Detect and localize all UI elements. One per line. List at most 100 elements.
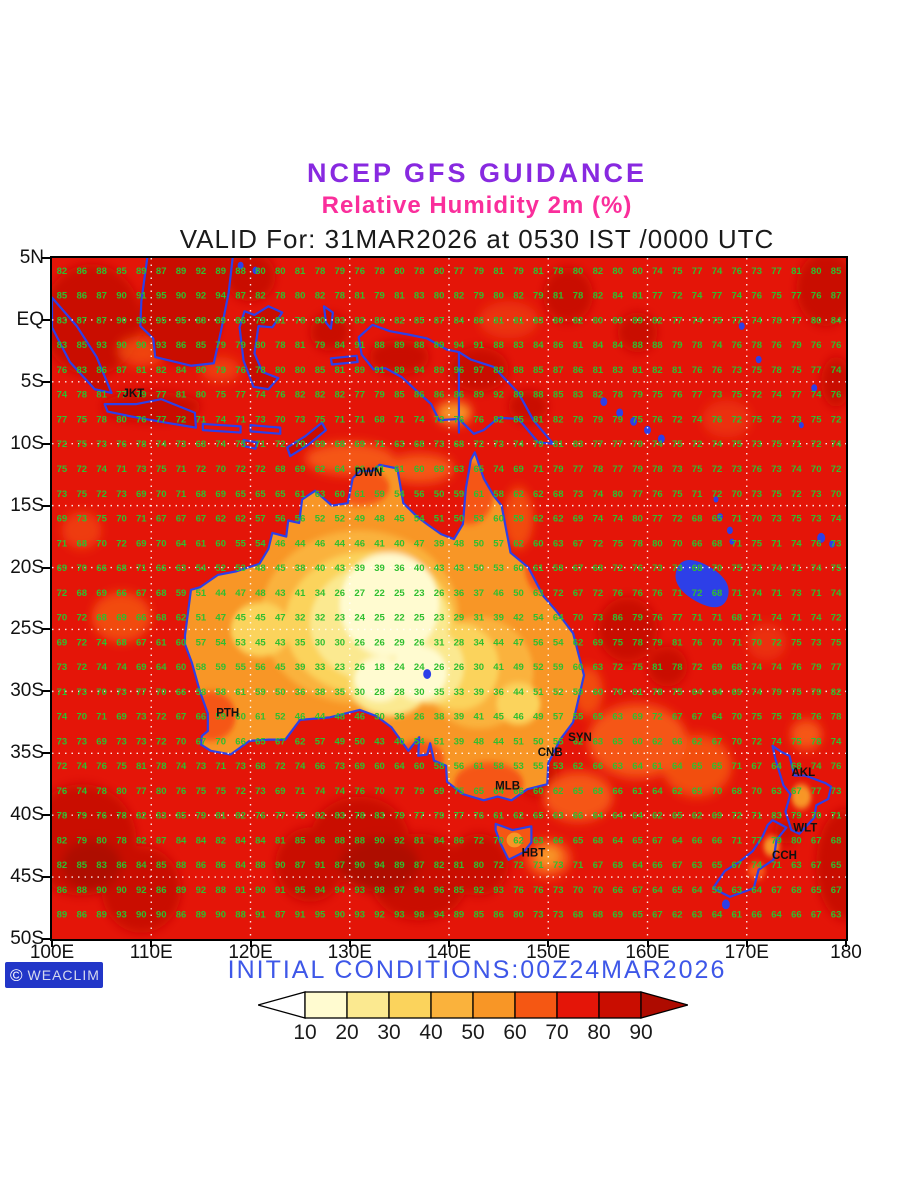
svg-text:84: 84	[434, 835, 445, 846]
svg-text:81: 81	[652, 662, 663, 673]
svg-text:41: 41	[474, 712, 485, 723]
svg-text:69: 69	[57, 514, 68, 525]
svg-text:77: 77	[791, 291, 802, 302]
svg-text:56: 56	[533, 637, 544, 648]
svg-text:63: 63	[692, 910, 703, 921]
lon-axis-label: 180	[830, 942, 862, 963]
svg-text:36: 36	[493, 687, 504, 698]
svg-text:65: 65	[573, 786, 584, 797]
svg-text:69: 69	[136, 662, 147, 673]
svg-text:57: 57	[255, 514, 266, 525]
svg-text:74: 74	[57, 390, 68, 401]
svg-text:59: 59	[255, 687, 266, 698]
svg-text:86: 86	[77, 291, 88, 302]
svg-text:73: 73	[553, 860, 564, 871]
svg-text:79: 79	[335, 266, 346, 277]
svg-text:80: 80	[474, 860, 485, 871]
svg-text:73: 73	[732, 464, 743, 475]
svg-text:65: 65	[255, 736, 266, 747]
svg-text:74: 74	[751, 588, 762, 599]
svg-text:95: 95	[156, 315, 167, 326]
svg-text:75: 75	[77, 489, 88, 500]
svg-text:69: 69	[354, 761, 365, 772]
svg-text:60: 60	[533, 786, 544, 797]
svg-text:80: 80	[811, 266, 822, 277]
svg-text:82: 82	[434, 860, 445, 871]
svg-text:68: 68	[374, 415, 385, 426]
svg-text:75: 75	[632, 415, 643, 426]
svg-text:26: 26	[434, 588, 445, 599]
svg-text:78: 78	[573, 291, 584, 302]
svg-text:59: 59	[374, 489, 385, 500]
svg-text:78: 78	[593, 464, 604, 475]
svg-text:63: 63	[831, 910, 842, 921]
svg-text:62: 62	[295, 736, 306, 747]
svg-text:79: 79	[632, 439, 643, 450]
svg-text:75: 75	[215, 390, 226, 401]
svg-text:93: 93	[493, 885, 504, 896]
svg-text:84: 84	[612, 340, 623, 351]
svg-text:91: 91	[275, 885, 286, 896]
svg-text:98: 98	[374, 885, 385, 896]
svg-text:64: 64	[692, 687, 703, 698]
svg-text:54: 54	[414, 514, 425, 525]
svg-text:75: 75	[315, 415, 326, 426]
svg-text:75: 75	[215, 786, 226, 797]
svg-text:75: 75	[116, 761, 127, 772]
svg-text:81: 81	[632, 687, 643, 698]
svg-text:72: 72	[831, 464, 842, 475]
svg-text:79: 79	[136, 390, 147, 401]
svg-text:70: 70	[116, 514, 127, 525]
svg-text:82: 82	[255, 291, 266, 302]
svg-text:60: 60	[374, 761, 385, 772]
svg-text:81: 81	[493, 315, 504, 326]
svg-text:26: 26	[335, 588, 346, 599]
svg-text:90: 90	[116, 885, 127, 896]
svg-text:74: 74	[652, 266, 663, 277]
svg-text:30: 30	[335, 637, 346, 648]
svg-text:69: 69	[275, 786, 286, 797]
svg-text:71: 71	[533, 464, 544, 475]
svg-text:77: 77	[612, 464, 623, 475]
svg-text:92: 92	[474, 885, 485, 896]
svg-text:73: 73	[255, 415, 266, 426]
svg-text:77: 77	[771, 266, 782, 277]
svg-text:90: 90	[374, 835, 385, 846]
svg-text:82: 82	[513, 291, 524, 302]
lon-axis-tick	[348, 939, 351, 947]
svg-text:74: 74	[593, 514, 604, 525]
svg-text:67: 67	[156, 514, 167, 525]
svg-text:82: 82	[315, 811, 326, 822]
svg-text:71: 71	[57, 687, 68, 698]
svg-text:88: 88	[77, 885, 88, 896]
svg-text:73: 73	[751, 489, 762, 500]
svg-text:85: 85	[176, 811, 187, 822]
svg-text:60: 60	[573, 662, 584, 673]
svg-text:77: 77	[454, 811, 465, 822]
svg-text:58: 58	[493, 489, 504, 500]
svg-text:82: 82	[593, 266, 604, 277]
svg-text:95: 95	[295, 885, 306, 896]
svg-text:68: 68	[196, 439, 207, 450]
svg-text:73: 73	[811, 489, 822, 500]
svg-text:83: 83	[573, 390, 584, 401]
svg-text:79: 79	[215, 340, 226, 351]
svg-text:50: 50	[434, 489, 445, 500]
svg-text:69: 69	[57, 637, 68, 648]
lat-axis-tick	[42, 690, 50, 693]
svg-text:72: 72	[176, 415, 187, 426]
svg-text:79: 79	[434, 811, 445, 822]
svg-text:73: 73	[196, 761, 207, 772]
svg-text:72: 72	[692, 662, 703, 673]
svg-text:69: 69	[116, 613, 127, 624]
svg-text:83: 83	[335, 315, 346, 326]
svg-text:33: 33	[315, 662, 326, 673]
svg-text:36: 36	[394, 563, 405, 574]
svg-text:35: 35	[295, 637, 306, 648]
svg-text:90: 90	[215, 910, 226, 921]
svg-text:63: 63	[791, 860, 802, 871]
svg-text:66: 66	[712, 835, 723, 846]
svg-text:78: 78	[156, 761, 167, 772]
svg-text:62: 62	[176, 613, 187, 624]
lat-axis-label: 25S	[10, 618, 44, 640]
